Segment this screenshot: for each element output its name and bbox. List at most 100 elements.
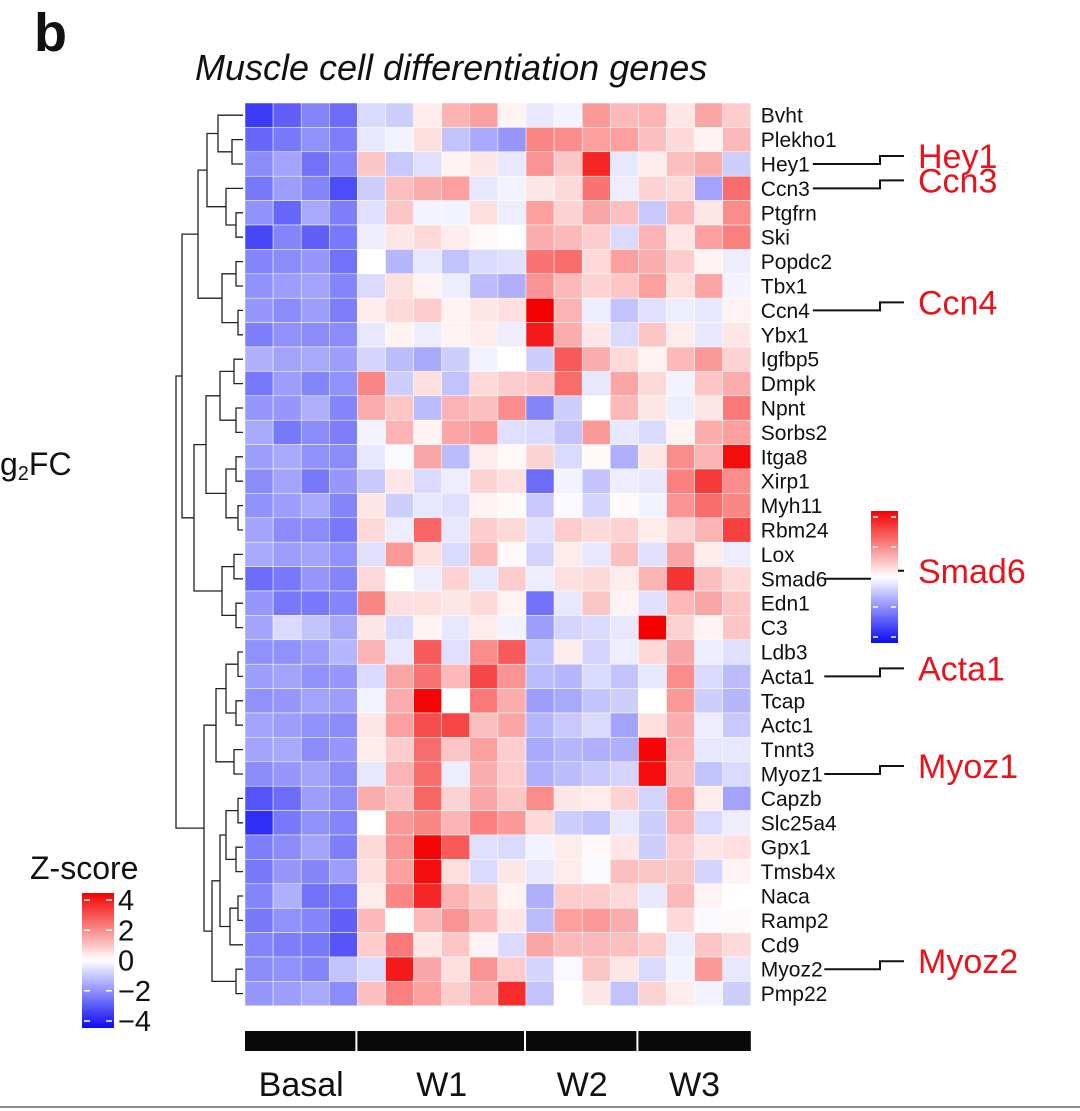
heatmap-cell — [525, 224, 555, 250]
heatmap-cell — [469, 419, 499, 445]
heatmap-cell — [497, 224, 527, 250]
gene-label: Npnt — [761, 398, 806, 421]
heatmap-cell — [553, 322, 583, 348]
heatmap-cell — [244, 175, 274, 201]
heatmap-cell — [638, 834, 667, 860]
heatmap-cell — [441, 907, 471, 933]
highlight-label: Ccn3 — [918, 162, 997, 200]
heatmap-cell — [694, 907, 723, 933]
heatmap-cell — [413, 932, 442, 958]
heatmap-cell — [722, 639, 752, 665]
heatmap-cell — [300, 249, 330, 275]
heatmap-cell — [244, 395, 274, 421]
heatmap-cell — [300, 981, 330, 1007]
heatmap-cell — [497, 102, 527, 128]
heatmap-cell — [553, 859, 583, 885]
heatmap-cell — [553, 590, 583, 616]
heatmap-cell — [329, 859, 358, 885]
heatmap-cell — [525, 834, 555, 860]
heatmap-cell — [441, 224, 471, 250]
heatmap-cell — [581, 102, 611, 128]
heatmap-cell — [553, 688, 583, 714]
heatmap-cell — [638, 907, 667, 933]
heatmap-cell — [413, 175, 442, 201]
heatmap-cell — [357, 956, 386, 982]
heatmap-cell — [272, 712, 302, 738]
heatmap-cell — [638, 200, 667, 226]
heatmap-cell — [525, 297, 555, 323]
heatmap-cell — [497, 395, 527, 421]
heatmap-cell — [497, 468, 527, 494]
heatmap-cell — [694, 444, 723, 470]
dendrogram-branch — [235, 260, 243, 287]
heatmap-cell — [244, 493, 274, 519]
heatmap-cell — [525, 249, 555, 275]
heatmap-cell — [244, 200, 274, 226]
heatmap-cell — [722, 175, 752, 201]
dendrogram-branch — [235, 407, 243, 434]
heatmap-cell — [666, 175, 695, 201]
heatmap-cell — [638, 688, 667, 714]
heatmap-cell — [357, 371, 386, 397]
heatmap-cell — [357, 517, 386, 543]
heatmap-cell — [694, 346, 723, 372]
heatmap-cell — [272, 541, 302, 567]
zscore-legend-title: Z-score — [30, 850, 139, 886]
heatmap-cell — [413, 590, 442, 616]
gene-label: Smad6 — [761, 568, 828, 591]
heatmap-cell — [357, 712, 386, 738]
heatmap-cell — [553, 200, 583, 226]
heatmap-cell — [666, 200, 695, 226]
heatmap-cell — [272, 273, 302, 299]
heatmap-cell — [610, 859, 639, 885]
heatmap-cell — [469, 297, 499, 323]
heatmap-cell — [300, 444, 330, 470]
heatmap-cell — [581, 224, 611, 250]
heatmap-cell — [244, 907, 274, 933]
heatmap-cell — [666, 907, 695, 933]
heatmap-cell — [610, 761, 639, 787]
heatmap-cell — [638, 981, 667, 1007]
dendrogram-branch — [235, 968, 243, 995]
heatmap-cell — [525, 127, 555, 153]
heatmap-cell — [413, 566, 442, 592]
heatmap-cell — [329, 102, 358, 128]
heatmap-cell — [497, 151, 527, 177]
heatmap-cell — [357, 590, 386, 616]
heatmap-cell — [329, 981, 358, 1007]
heatmap-cell — [497, 419, 527, 445]
heatmap-cell — [441, 102, 471, 128]
heatmap-cell — [329, 493, 358, 519]
gene-label: Tmsb4x — [761, 861, 836, 884]
heatmap-cell — [469, 566, 499, 592]
heatmap-cell — [385, 688, 414, 714]
gene-label: Popdc2 — [761, 251, 832, 274]
heatmap-cell — [244, 151, 274, 177]
heatmap-cell — [666, 761, 695, 787]
heatmap-cell — [722, 834, 752, 860]
heatmap-cell — [610, 907, 639, 933]
heatmap-cell — [300, 395, 330, 421]
heatmap-cell — [329, 688, 358, 714]
heatmap-cell — [694, 785, 723, 811]
heatmap-cell — [441, 956, 471, 982]
heatmap-cell — [638, 444, 667, 470]
heatmap-cell — [722, 127, 752, 153]
heatmap-cell — [497, 273, 527, 299]
heatmap-cell — [300, 932, 330, 958]
dendrogram-branch — [225, 187, 243, 226]
heatmap-cell — [722, 249, 752, 275]
dendrogram-branch — [193, 443, 222, 592]
heatmap-cell — [441, 566, 471, 592]
dendrogram-branch — [237, 309, 243, 336]
heatmap-cell — [553, 956, 583, 982]
heatmap-cell — [694, 761, 723, 787]
heatmap-cell — [666, 688, 695, 714]
heatmap-cell — [272, 127, 302, 153]
heatmap-cell — [638, 663, 667, 689]
gene-label: Rbm24 — [761, 520, 829, 543]
heatmap-cell — [244, 273, 274, 299]
heatmap-cell — [666, 151, 695, 177]
